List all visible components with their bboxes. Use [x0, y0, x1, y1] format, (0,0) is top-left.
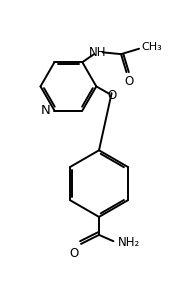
- Text: NH: NH: [89, 46, 106, 59]
- Text: O: O: [124, 75, 133, 88]
- Text: O: O: [107, 89, 116, 102]
- Text: CH₃: CH₃: [142, 42, 163, 52]
- Text: NH₂: NH₂: [118, 236, 140, 249]
- Text: O: O: [70, 247, 79, 259]
- Text: N: N: [41, 104, 50, 117]
